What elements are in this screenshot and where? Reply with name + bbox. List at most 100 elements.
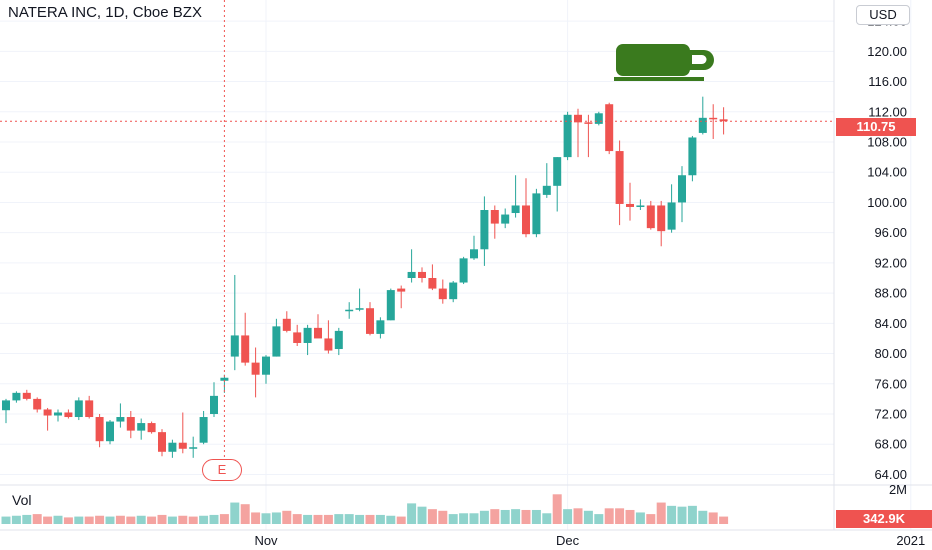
volume-bar xyxy=(199,515,209,524)
candle-body xyxy=(438,288,447,300)
candle-body xyxy=(64,412,73,418)
volume-bar xyxy=(479,510,489,524)
volume-bar xyxy=(32,514,42,524)
volume-bar xyxy=(459,513,469,524)
candle-body xyxy=(324,338,333,351)
volume-bar xyxy=(625,509,635,524)
candle-body xyxy=(605,104,614,152)
volume-bar xyxy=(74,516,84,524)
currency-button[interactable]: USD xyxy=(856,5,910,25)
candle-body xyxy=(95,417,104,442)
candle-body xyxy=(74,400,83,418)
volume-bar xyxy=(448,514,458,524)
volume-bar xyxy=(43,516,53,524)
y-tick-label: 72.00 xyxy=(874,407,907,422)
volume-bar xyxy=(147,516,157,524)
candle-body xyxy=(615,151,624,204)
volume-bar xyxy=(719,516,729,524)
volume-bar xyxy=(542,513,552,524)
candle-body xyxy=(376,320,385,334)
candle-body xyxy=(303,327,312,343)
candle-body xyxy=(147,423,156,433)
candle-body xyxy=(168,442,177,452)
candle-body xyxy=(459,258,468,283)
volume-bar xyxy=(531,509,541,524)
candle-body xyxy=(626,203,634,207)
volume-bar xyxy=(500,509,510,524)
candle-body xyxy=(428,278,437,289)
volume-bar xyxy=(323,514,333,524)
candle-body xyxy=(33,398,42,410)
candle-body xyxy=(137,423,146,431)
candle-body xyxy=(490,210,499,224)
volume-bar xyxy=(396,516,406,524)
y-tick-label: 76.00 xyxy=(874,376,907,391)
volume-bar xyxy=(1,516,11,524)
volume-bar xyxy=(126,516,136,524)
candle-body xyxy=(397,288,406,292)
volume-tick-label: 2M xyxy=(889,482,907,497)
candle-body xyxy=(646,205,655,229)
x-tick-label: Dec xyxy=(556,533,580,548)
volume-bar xyxy=(344,514,354,524)
x-tick-label: Nov xyxy=(254,533,278,548)
volume-bar xyxy=(698,510,708,524)
candle-body xyxy=(85,400,94,418)
candle-body xyxy=(542,185,551,195)
volume-bar xyxy=(292,514,302,524)
volume-bar xyxy=(667,505,677,524)
candle-body xyxy=(189,447,198,449)
candle-body xyxy=(241,335,250,363)
candle-body xyxy=(251,362,260,375)
y-tick-label: 104.00 xyxy=(867,165,907,180)
volume-bar xyxy=(188,516,198,524)
candle-body xyxy=(407,271,416,278)
candle-body xyxy=(314,327,322,339)
volume-bar xyxy=(573,508,583,524)
volume-bar xyxy=(313,514,323,524)
candle-body xyxy=(334,330,343,350)
volume-bar xyxy=(427,509,437,524)
volume-bar xyxy=(303,514,313,524)
candle-body xyxy=(262,356,270,375)
candle-body xyxy=(210,395,218,414)
candle-body xyxy=(272,326,281,357)
candle-body xyxy=(470,249,478,259)
volume-bar xyxy=(115,515,125,524)
y-tick-label: 68.00 xyxy=(874,437,907,452)
y-tick-label: 112.00 xyxy=(868,104,907,119)
candle-body xyxy=(574,114,582,123)
candle-body xyxy=(501,214,510,224)
candle-body xyxy=(563,114,572,158)
candle-body xyxy=(709,117,718,120)
candle-body xyxy=(158,432,166,452)
last-volume-badge: 342.9K xyxy=(836,510,932,528)
candle-body xyxy=(532,193,541,235)
y-tick-label: 92.00 xyxy=(874,255,907,270)
volume-bar xyxy=(594,514,604,524)
volume-bar xyxy=(230,502,240,524)
candle-body xyxy=(282,318,291,331)
volume-bar xyxy=(84,516,94,524)
y-tick-label: 80.00 xyxy=(874,346,907,361)
candle-body xyxy=(366,308,374,334)
volume-bar xyxy=(63,517,73,524)
earnings-marker[interactable]: E xyxy=(202,459,242,481)
volume-bar xyxy=(105,516,115,524)
y-tick-label: 120.00 xyxy=(867,44,907,59)
candle-body xyxy=(2,400,10,411)
candle-body xyxy=(480,210,489,250)
candle-body xyxy=(688,137,697,176)
volume-bar xyxy=(375,514,385,524)
candle-body xyxy=(584,122,593,124)
volume-bar xyxy=(95,515,105,524)
volume-bar xyxy=(261,513,271,524)
volume-bar xyxy=(490,509,500,524)
volume-bar xyxy=(53,515,63,524)
volume-bar xyxy=(615,508,625,524)
volume-bar xyxy=(438,510,448,524)
candle-body xyxy=(636,205,645,207)
candle-body xyxy=(355,308,364,310)
volume-bar xyxy=(355,514,365,524)
